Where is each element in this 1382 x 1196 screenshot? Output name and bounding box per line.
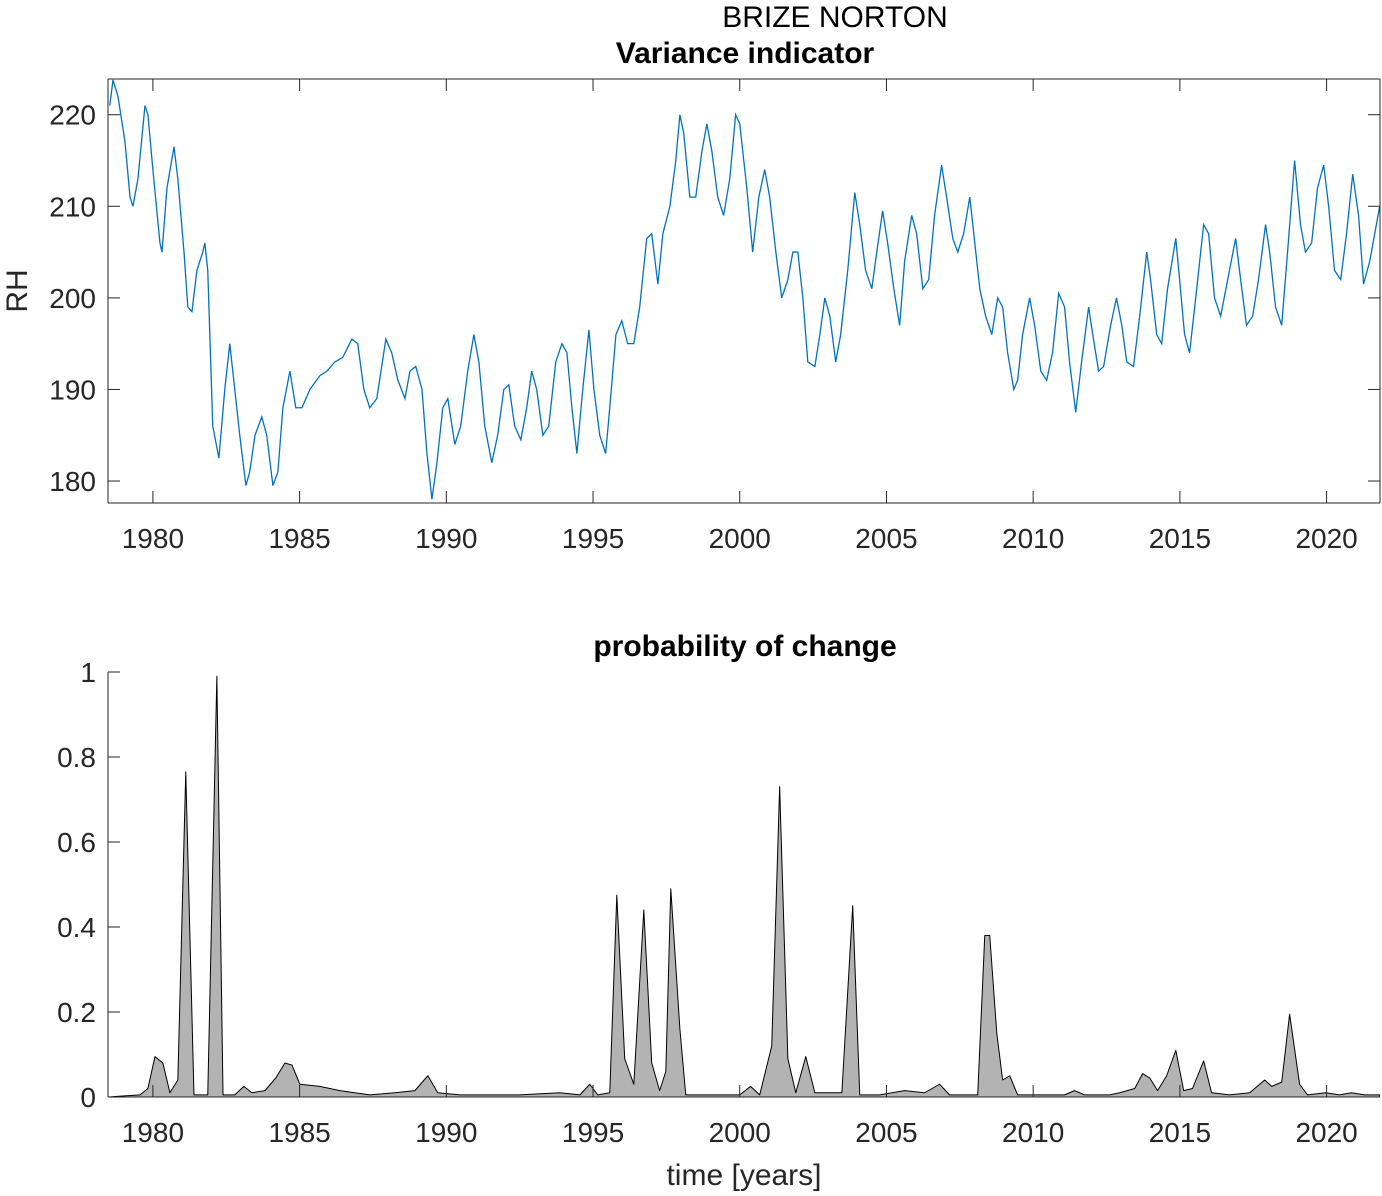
y-tick-label: 180 — [49, 466, 96, 497]
x-tick-label: 1985 — [268, 523, 330, 554]
y-tick-label: 0 — [80, 1082, 96, 1113]
figure-title: BRIZE NORTON — [722, 1, 948, 34]
x-tick-label: 1985 — [268, 1117, 330, 1148]
x-tick-label: 2010 — [1002, 523, 1064, 554]
data-area — [108, 675, 1380, 1097]
y-tick-label: 0.6 — [57, 827, 96, 858]
x-tick-label: 2005 — [855, 1117, 917, 1148]
y-tick-label: 200 — [49, 283, 96, 314]
x-tick-label: 1980 — [122, 1117, 184, 1148]
x-tick-label: 2015 — [1149, 1117, 1211, 1148]
y-tick-label: 0.8 — [57, 742, 96, 773]
x-tick-label: 2020 — [1295, 523, 1357, 554]
axes-title: probability of change — [593, 630, 896, 663]
y-tick-label: 210 — [49, 191, 96, 222]
y-tick-label: 190 — [49, 374, 96, 405]
x-tick-label: 1990 — [415, 523, 477, 554]
x-tick-label: 2010 — [1002, 1117, 1064, 1148]
x-tick-label: 2015 — [1149, 523, 1211, 554]
data-line — [109, 79, 1380, 500]
x-tick-label: 2005 — [855, 523, 917, 554]
x-axis-label: time [years] — [666, 1159, 821, 1192]
x-tick-label: 1995 — [562, 1117, 624, 1148]
x-tick-label: 2000 — [709, 523, 771, 554]
x-tick-label: 2000 — [709, 1117, 771, 1148]
axes-title: Variance indicator — [616, 37, 875, 70]
axes: 1980 1985 1990 1995 2000 2005 2010 2015 2020 180 1… — [1, 37, 1381, 554]
axes: 1980 1985 1990 1995 2000 2005 2010 2015 2020 0 0.2… — [57, 630, 1380, 1192]
y-tick-label: 1 — [80, 657, 96, 688]
x-tick-label: 1990 — [415, 1117, 477, 1148]
y-tick-label: 220 — [49, 100, 96, 131]
x-tick-label: 2020 — [1295, 1117, 1357, 1148]
y-tick-label: 0.4 — [57, 912, 96, 943]
y-tick-label: 0.2 — [57, 997, 96, 1028]
y-axis-label: RH — [1, 269, 34, 312]
x-tick-label: 1995 — [562, 523, 624, 554]
x-tick-label: 1980 — [122, 523, 184, 554]
